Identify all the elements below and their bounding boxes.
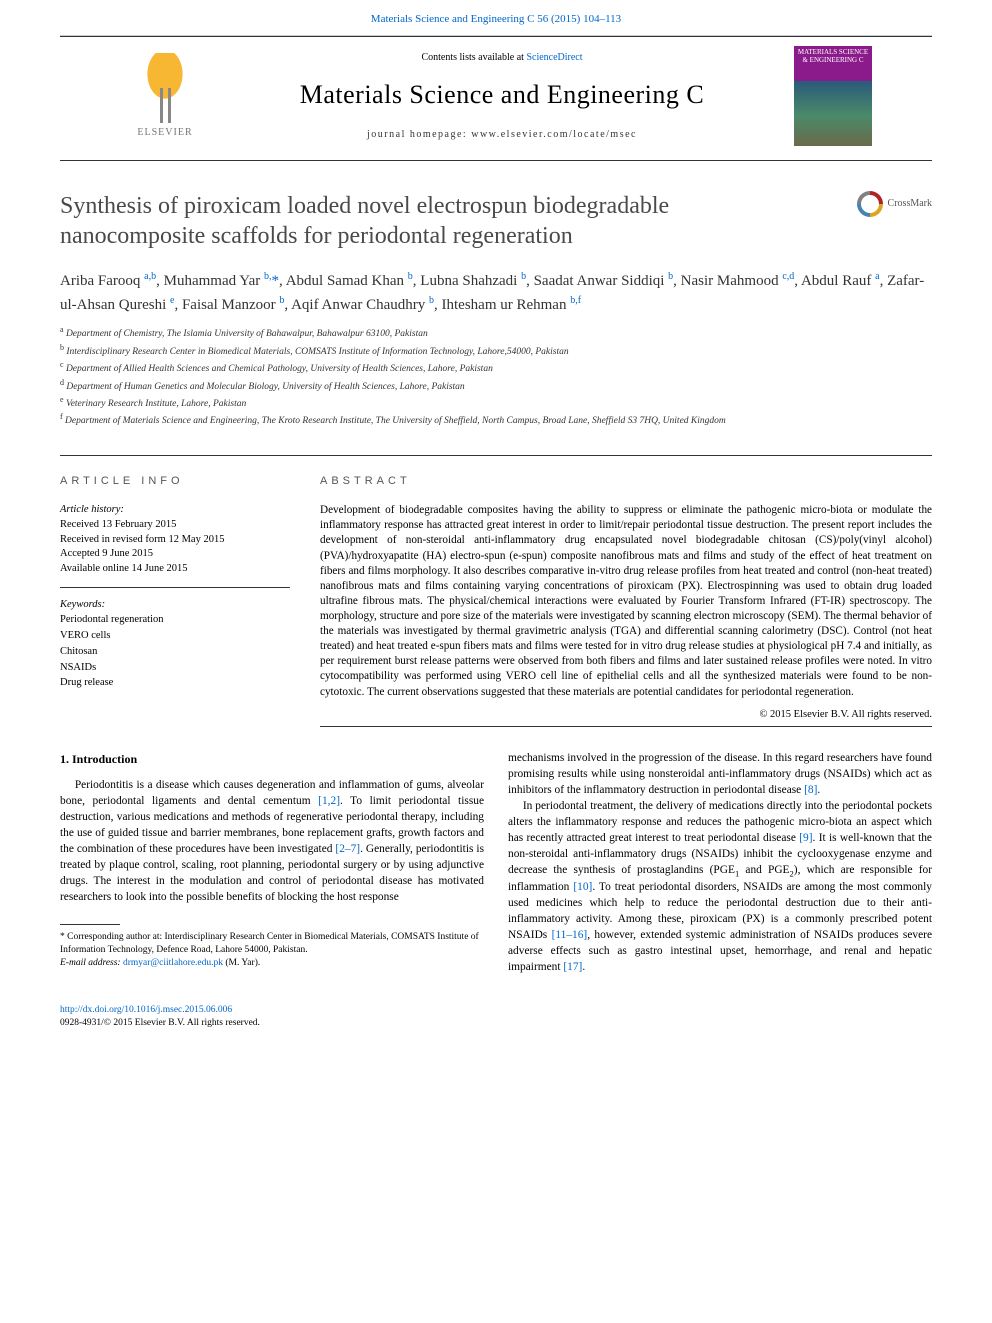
article-info-column: ARTICLE INFO Article history: Received 1…	[60, 474, 290, 728]
affiliations-list: a Department of Chemistry, The Islamia U…	[60, 324, 932, 428]
ref-link[interactable]: [8]	[804, 784, 817, 796]
ref-link[interactable]: [17]	[563, 961, 582, 973]
right-column: mechanisms involved in the progression o…	[508, 751, 932, 976]
issn-copyright: 0928-4931/© 2015 Elsevier B.V. All right…	[60, 1018, 260, 1028]
crossmark-label: CrossMark	[888, 197, 932, 211]
contents-prefix: Contents lists available at	[421, 52, 526, 63]
abstract-copyright: © 2015 Elsevier B.V. All rights reserved…	[320, 708, 932, 728]
keyword-item: Periodontal regeneration	[60, 612, 290, 628]
affiliation-line: e Veterinary Research Institute, Lahore,…	[60, 394, 932, 411]
keywords-block: Keywords: Periodontal regenerationVERO c…	[60, 598, 290, 691]
email-label: E-mail address:	[60, 958, 123, 968]
corresponding-author-footnote: * Corresponding author at: Interdiscipli…	[60, 931, 484, 971]
homepage-url: www.elsevier.com/locate/msec	[471, 129, 637, 140]
article-header: CrossMark Synthesis of piroxicam loaded …	[0, 161, 992, 454]
keyword-item: NSAIDs	[60, 660, 290, 676]
authors-list: Ariba Farooq a,b, Muhammad Yar b,*, Abdu…	[60, 269, 932, 316]
abstract-column: ABSTRACT Development of biodegradable co…	[320, 474, 932, 728]
article-history-block: Article history: Received 13 February 20…	[60, 503, 290, 587]
journal-header: ELSEVIER Contents lists available at Sci…	[60, 36, 932, 161]
affiliation-line: a Department of Chemistry, The Islamia U…	[60, 324, 932, 341]
history-line: Available online 14 June 2015	[60, 562, 290, 577]
crossmark-badge[interactable]: CrossMark	[857, 191, 932, 217]
elsevier-tree-icon	[130, 53, 200, 123]
affiliation-line: d Department of Human Genetics and Molec…	[60, 377, 932, 394]
email-link[interactable]: drmyar@ciitlahore.edu.pk	[123, 958, 223, 968]
info-abstract-row: ARTICLE INFO Article history: Received 1…	[60, 455, 932, 728]
history-line: Received 13 February 2015	[60, 518, 290, 533]
journal-cover-title: MATERIALS SCIENCE & ENGINEERING C	[797, 49, 869, 64]
history-line: Received in revised form 12 May 2015	[60, 533, 290, 548]
article-info-heading: ARTICLE INFO	[60, 474, 290, 489]
journal-center: Contents lists available at ScienceDirec…	[210, 51, 794, 141]
text-span: .	[817, 784, 820, 796]
citation-link[interactable]: Materials Science and Engineering C 56 (…	[371, 13, 621, 25]
text-span: and PGE	[739, 864, 789, 876]
intro-paragraph-left: Periodontitis is a disease which causes …	[60, 778, 484, 906]
email-suffix: (M. Yar).	[223, 958, 260, 968]
keywords-label: Keywords:	[60, 598, 290, 613]
intro-paragraph-right: mechanisms involved in the progression o…	[508, 751, 932, 976]
article-history-label: Article history:	[60, 503, 290, 518]
intro-heading: 1. Introduction	[60, 751, 484, 768]
footer-info: http://dx.doi.org/10.1016/j.msec.2015.06…	[0, 986, 992, 1051]
journal-homepage: journal homepage: www.elsevier.com/locat…	[230, 128, 774, 142]
crossmark-icon	[857, 191, 883, 217]
ref-link[interactable]: [1,2]	[318, 795, 340, 807]
ref-link[interactable]: [2–7]	[335, 843, 360, 855]
text-span: mechanisms involved in the progression o…	[508, 752, 932, 796]
affiliation-line: f Department of Materials Science and En…	[60, 411, 932, 428]
email-line: E-mail address: drmyar@ciitlahore.edu.pk…	[60, 957, 484, 970]
homepage-prefix: journal homepage:	[367, 129, 471, 140]
affiliation-line: c Department of Allied Health Sciences a…	[60, 359, 932, 376]
keywords-list: Periodontal regenerationVERO cellsChitos…	[60, 612, 290, 691]
keyword-item: Drug release	[60, 675, 290, 691]
ref-link[interactable]: [9]	[799, 832, 812, 844]
abstract-heading: ABSTRACT	[320, 474, 932, 489]
ref-link[interactable]: [10]	[573, 881, 592, 893]
sciencedirect-link[interactable]: ScienceDirect	[526, 52, 582, 63]
corresponding-text: * Corresponding author at: Interdiscipli…	[60, 931, 484, 958]
doi-link[interactable]: http://dx.doi.org/10.1016/j.msec.2015.06…	[60, 1005, 232, 1015]
footnote-separator	[60, 924, 120, 925]
contents-line: Contents lists available at ScienceDirec…	[230, 51, 774, 65]
text-span: .	[582, 961, 585, 973]
article-title: Synthesis of piroxicam loaded novel elec…	[60, 191, 820, 251]
publisher-name: ELSEVIER	[137, 126, 192, 140]
affiliation-line: b Interdisciplinary Research Center in B…	[60, 342, 932, 359]
body-two-column: 1. Introduction Periodontitis is a disea…	[0, 727, 992, 986]
history-line: Accepted 9 June 2015	[60, 547, 290, 562]
keyword-item: VERO cells	[60, 628, 290, 644]
journal-title: Materials Science and Engineering C	[230, 77, 774, 113]
ref-link[interactable]: [11–16]	[552, 929, 588, 941]
journal-cover-thumbnail: MATERIALS SCIENCE & ENGINEERING C	[794, 46, 872, 146]
keyword-item: Chitosan	[60, 644, 290, 660]
citation-header: Materials Science and Engineering C 56 (…	[0, 0, 992, 35]
abstract-text: Development of biodegradable composites …	[320, 503, 932, 699]
publisher-logo: ELSEVIER	[120, 46, 210, 146]
left-column: 1. Introduction Periodontitis is a disea…	[60, 751, 484, 976]
